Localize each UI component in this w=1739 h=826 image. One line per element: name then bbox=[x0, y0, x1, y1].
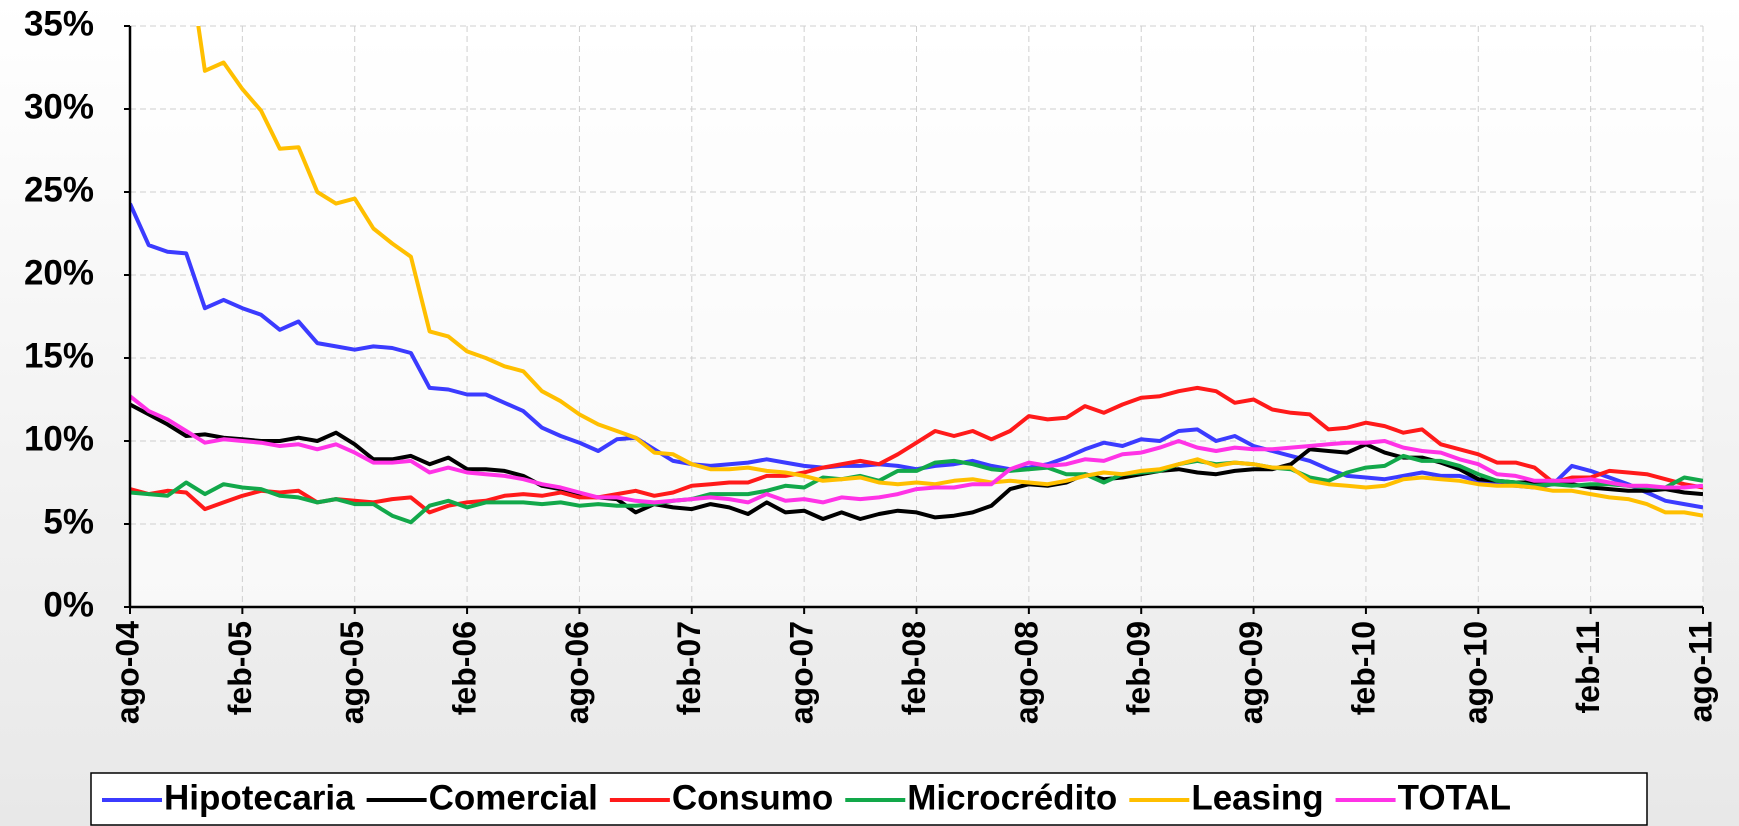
series-line bbox=[130, 394, 1703, 505]
lines bbox=[130, 26, 1703, 525]
x-tick-label: ago-08 bbox=[1008, 621, 1044, 724]
y-tick-label: 30% bbox=[24, 87, 94, 126]
x-tick-label: ago-07 bbox=[784, 621, 820, 724]
x-tick-label: ago-09 bbox=[1233, 621, 1269, 724]
y-tick-label: 5% bbox=[43, 502, 94, 541]
x-tick-label: feb-10 bbox=[1345, 621, 1381, 715]
x-tick-label: ago-06 bbox=[559, 621, 595, 724]
y-tick-label: 35% bbox=[24, 4, 94, 43]
legend-label: Microcrédito bbox=[907, 778, 1117, 817]
y-tick-label: 25% bbox=[24, 170, 94, 209]
x-tick-label: feb-08 bbox=[896, 621, 932, 715]
x-tick-label: ago-11 bbox=[1682, 621, 1718, 722]
labels: 0% 5% 10% 15% 20% 25% 30% 35% ago-04 feb-05 ago-05… bbox=[24, 4, 1719, 724]
x-tick-label: feb-06 bbox=[447, 621, 483, 715]
x-tick-label: ago-05 bbox=[334, 621, 370, 724]
x-tick-label: feb-05 bbox=[222, 621, 258, 715]
legend-label: TOTAL bbox=[1398, 778, 1511, 817]
series-line bbox=[130, 385, 1703, 515]
y-tick-label: 10% bbox=[24, 419, 94, 458]
y-tick-label: 15% bbox=[24, 336, 94, 375]
y-tick-label: 0% bbox=[43, 585, 94, 624]
grid bbox=[124, 25, 1704, 614]
legend-label: Hipotecaria bbox=[164, 778, 355, 817]
series-line bbox=[130, 453, 1703, 525]
x-tick-label: feb-07 bbox=[671, 621, 707, 715]
x-tick-label: ago-10 bbox=[1458, 621, 1494, 724]
x-tick-label: feb-11 bbox=[1570, 621, 1606, 713]
x-tick-label: ago-04 bbox=[109, 621, 145, 724]
legend: Hipotecaria Comercial Consumo Microcrédito L… bbox=[102, 778, 1511, 817]
legend-label: Comercial bbox=[429, 778, 598, 817]
series-line bbox=[196, 26, 1703, 518]
x-tick-label: feb-09 bbox=[1121, 621, 1157, 715]
legend-label: Consumo bbox=[672, 778, 833, 817]
legend-label: Leasing bbox=[1191, 778, 1323, 817]
y-tick-label: 20% bbox=[24, 253, 94, 292]
